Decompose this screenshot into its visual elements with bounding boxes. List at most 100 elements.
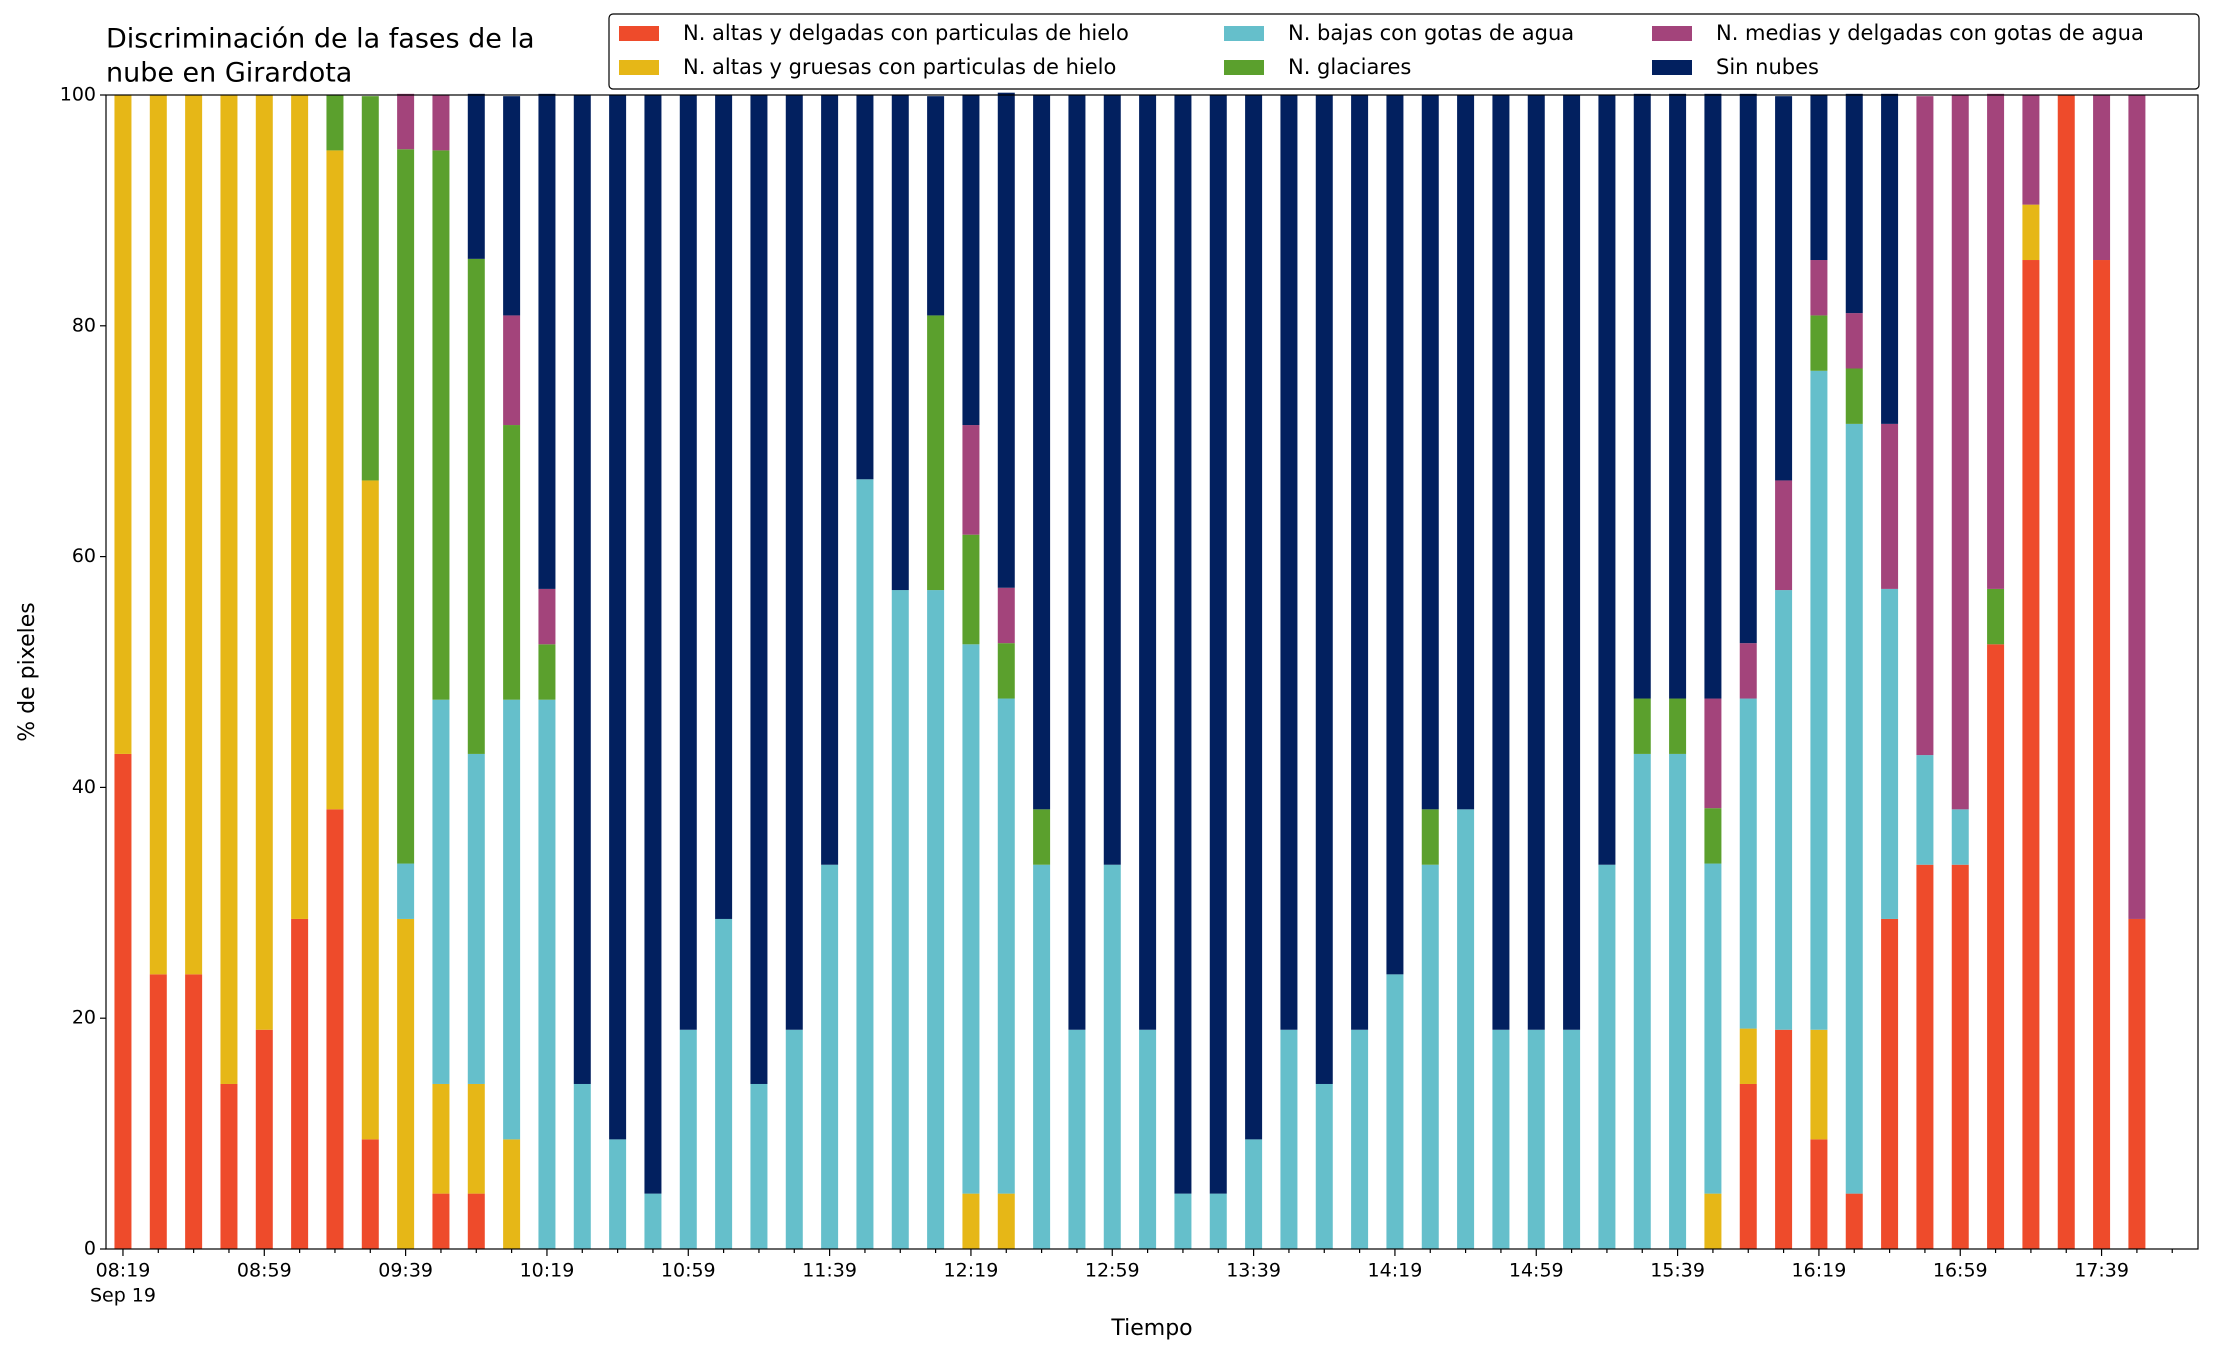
bar-segment bbox=[1669, 93, 1687, 699]
bar-segment bbox=[1810, 1029, 1828, 1140]
bar-segment bbox=[715, 95, 733, 919]
bar-segment bbox=[255, 95, 273, 1030]
bar-segment bbox=[1139, 95, 1157, 1030]
legend-box bbox=[608, 13, 2200, 90]
bar-segment bbox=[1563, 1029, 1581, 1249]
bar-segment bbox=[1033, 95, 1051, 810]
bar-segment bbox=[962, 644, 980, 1194]
bar-segment bbox=[432, 699, 450, 1084]
x-tick-label: 16:59 bbox=[1933, 1260, 1988, 1282]
bar-segment bbox=[538, 93, 556, 589]
bar-segment bbox=[1775, 1029, 1793, 1249]
bar-segment bbox=[997, 587, 1015, 644]
bar-segment bbox=[220, 95, 238, 1084]
bar-segment bbox=[326, 150, 344, 810]
bar-segment bbox=[1810, 95, 1828, 261]
bar-segment bbox=[467, 1083, 485, 1194]
chart-title: nube en Girardota bbox=[106, 58, 352, 89]
bar-segment bbox=[1563, 95, 1581, 1030]
bar-segment bbox=[1527, 95, 1545, 1030]
x-tick-label: 10:59 bbox=[661, 1260, 716, 1282]
x-tick-label: 14:59 bbox=[1509, 1260, 1564, 1282]
bar-segment bbox=[1033, 864, 1051, 1249]
bar-segment bbox=[997, 92, 1015, 588]
bar-segment bbox=[1174, 95, 1192, 1194]
bar-segment bbox=[1351, 1029, 1369, 1249]
bar-segment bbox=[679, 95, 697, 1030]
bar-segment bbox=[1386, 974, 1404, 1249]
bar-segment bbox=[1457, 95, 1475, 810]
bar-segment bbox=[1351, 95, 1369, 1030]
bar-segment bbox=[1951, 95, 1969, 810]
plot-frame bbox=[105, 94, 2199, 1250]
bar-segment bbox=[609, 95, 627, 1140]
bar-segment bbox=[1139, 1029, 1157, 1249]
bar-segment bbox=[1598, 95, 1616, 865]
bar-segment bbox=[856, 479, 874, 1250]
bar-segment bbox=[1704, 863, 1722, 1194]
bar-segment bbox=[1492, 1029, 1510, 1249]
chart-title: Discriminación de la fases de la bbox=[106, 24, 535, 55]
y-tick-label: 100 bbox=[60, 84, 96, 106]
x-axis-label: Tiempo bbox=[1110, 1316, 1192, 1341]
bar-segment bbox=[856, 95, 874, 480]
bar-segment bbox=[1987, 93, 2005, 589]
bar-segment bbox=[220, 1083, 238, 1249]
x-tick-label: 14:19 bbox=[1368, 1260, 1423, 1282]
bar-segment bbox=[2022, 95, 2040, 205]
legend-swatch bbox=[619, 26, 659, 41]
bar-segment bbox=[1739, 643, 1757, 699]
bar-segment bbox=[1775, 480, 1793, 591]
bar-segment bbox=[1987, 644, 2005, 1249]
bar-segment bbox=[1280, 1029, 1298, 1249]
bar-segment bbox=[1421, 864, 1439, 1249]
bar-segment bbox=[1845, 423, 1863, 1194]
bar-segment bbox=[326, 95, 344, 151]
bar-segment bbox=[1845, 1193, 1863, 1249]
bar-segment bbox=[467, 753, 485, 1084]
bar-segment bbox=[114, 95, 132, 754]
bar-segment bbox=[785, 1029, 803, 1249]
bar-segment bbox=[432, 95, 450, 151]
bar-segment bbox=[927, 315, 945, 591]
bar-segment bbox=[997, 1193, 1015, 1249]
bar-segment bbox=[361, 96, 379, 481]
x-tick-label: 10:19 bbox=[520, 1260, 575, 1282]
bar-segment bbox=[1916, 96, 1934, 756]
bar-segment bbox=[1881, 423, 1899, 589]
bar-segment bbox=[255, 1029, 273, 1249]
y-tick-label: 80 bbox=[72, 314, 96, 336]
x-tick-label: 17:39 bbox=[2074, 1260, 2129, 1282]
bar-segment bbox=[1598, 864, 1616, 1249]
bar-segment bbox=[891, 590, 909, 1249]
bar-segment bbox=[785, 95, 803, 1030]
bar-segment bbox=[291, 918, 309, 1249]
bar-segment bbox=[1845, 368, 1863, 424]
bar-segment bbox=[1245, 1139, 1263, 1249]
bar-segment bbox=[2022, 260, 2040, 1250]
x-tick-label: 16:19 bbox=[1792, 1260, 1847, 1282]
bar-segment bbox=[1916, 864, 1934, 1249]
x-tick-label: 11:39 bbox=[802, 1260, 857, 1282]
bar-segment bbox=[1209, 1193, 1227, 1249]
bar-segment bbox=[503, 315, 521, 426]
bar-segment bbox=[1704, 808, 1722, 864]
bar-segment bbox=[1527, 1029, 1545, 1249]
bar-segment bbox=[397, 863, 415, 919]
bar-segment bbox=[291, 95, 309, 919]
bar-segment bbox=[1669, 753, 1687, 1249]
bar-segment bbox=[326, 809, 344, 1249]
bar-segment bbox=[467, 93, 485, 259]
bar-segment bbox=[432, 1193, 450, 1249]
bar-segment bbox=[1174, 1193, 1192, 1249]
bar-segment bbox=[1245, 95, 1263, 1140]
bar-segment bbox=[1881, 588, 1899, 919]
legend: N. altas y delgadas con particulas de hi… bbox=[608, 13, 2200, 90]
bar-segment bbox=[1315, 1083, 1333, 1249]
legend-swatch bbox=[1652, 60, 1692, 75]
bar-segment bbox=[750, 1083, 768, 1249]
bar-segment bbox=[503, 425, 521, 700]
bar-segment bbox=[1457, 809, 1475, 1249]
bar-segment bbox=[149, 974, 167, 1249]
